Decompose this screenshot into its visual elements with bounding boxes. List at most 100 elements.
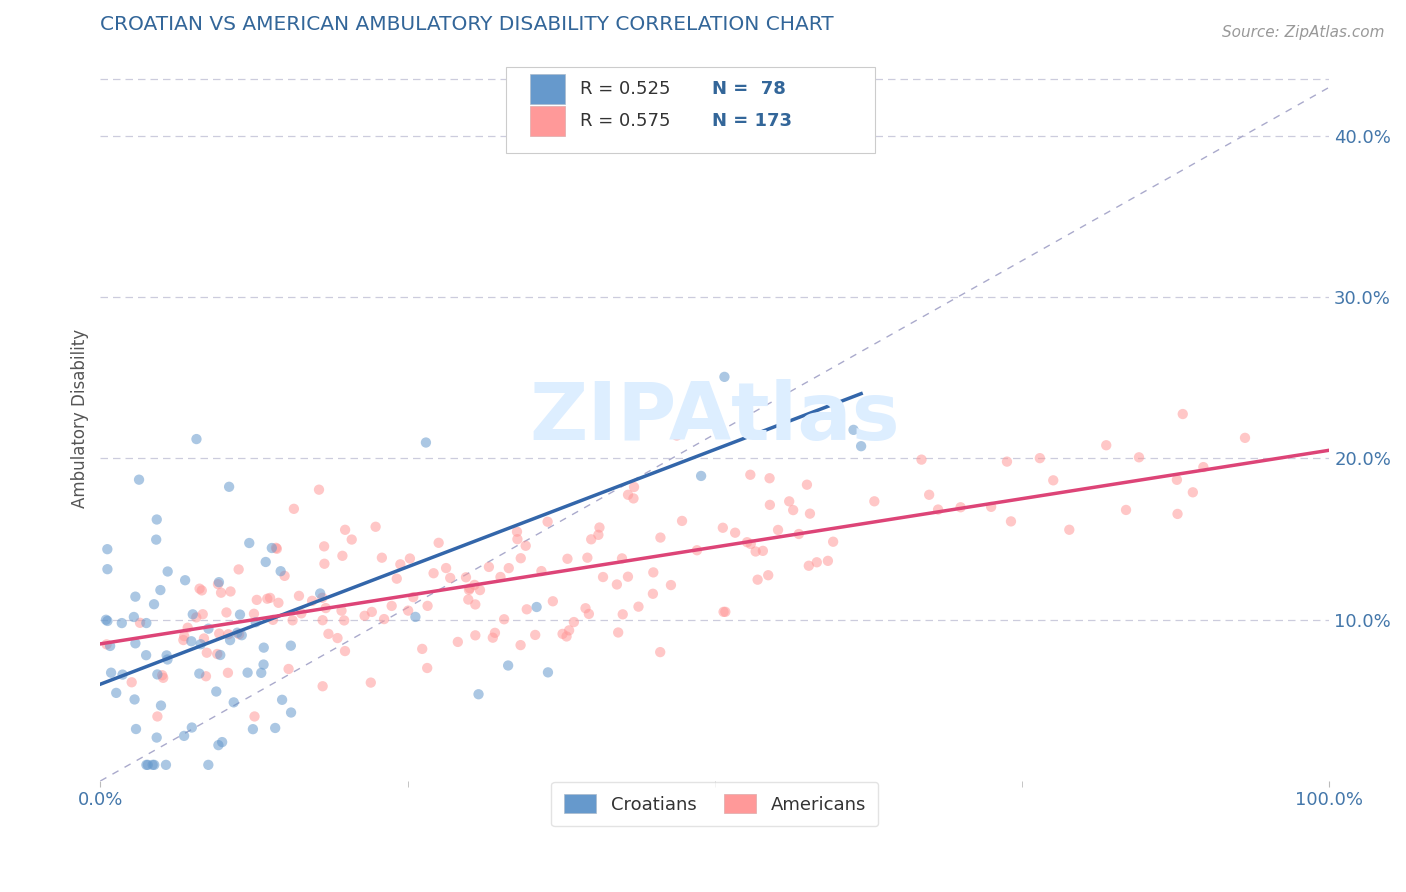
Point <box>195 646 218 660</box>
Point <box>96 614 118 628</box>
Point <box>404 610 426 624</box>
Point <box>823 534 845 549</box>
Point <box>360 675 382 690</box>
Point <box>209 585 232 599</box>
Point <box>555 630 578 644</box>
Point <box>643 566 665 580</box>
Point <box>863 494 886 508</box>
Point <box>283 501 305 516</box>
Point <box>588 520 610 534</box>
Point <box>714 605 737 619</box>
Point <box>1115 503 1137 517</box>
Point <box>96 562 118 576</box>
Point <box>787 527 810 541</box>
Point <box>243 607 266 621</box>
Point <box>156 565 179 579</box>
Point <box>145 731 167 745</box>
Point <box>145 512 167 526</box>
Point <box>396 604 419 618</box>
Point <box>253 640 276 655</box>
Point <box>665 428 688 442</box>
Point <box>817 554 839 568</box>
Point <box>494 612 516 626</box>
Point <box>326 631 349 645</box>
Point <box>439 571 461 585</box>
Point <box>211 735 233 749</box>
Point <box>186 432 208 446</box>
Point <box>842 423 865 437</box>
Point <box>226 625 249 640</box>
Point <box>243 709 266 723</box>
Point <box>498 561 520 575</box>
Point <box>280 639 302 653</box>
Point <box>98 639 121 653</box>
Point <box>766 523 789 537</box>
Point <box>385 572 408 586</box>
Point <box>1029 451 1052 466</box>
Point <box>610 551 633 566</box>
Point <box>217 627 239 641</box>
Point <box>373 612 395 626</box>
Point <box>205 647 228 661</box>
Point <box>193 632 215 646</box>
Point <box>526 599 548 614</box>
Point <box>250 665 273 680</box>
Point <box>756 568 779 582</box>
Point <box>238 536 260 550</box>
Point <box>606 577 628 591</box>
Point <box>246 593 269 607</box>
Point <box>752 544 775 558</box>
Point <box>111 616 134 631</box>
Point <box>174 573 197 587</box>
Point <box>194 669 217 683</box>
Point <box>416 599 439 613</box>
FancyBboxPatch shape <box>530 106 565 136</box>
Point <box>222 695 245 709</box>
Point <box>121 675 143 690</box>
Point <box>467 687 489 701</box>
Point <box>311 679 333 693</box>
Point <box>256 591 278 606</box>
Point <box>122 610 145 624</box>
Point <box>228 627 250 641</box>
Point <box>156 652 179 666</box>
Point <box>623 480 645 494</box>
Point <box>264 721 287 735</box>
Point <box>537 665 560 680</box>
Point <box>191 607 214 622</box>
Point <box>515 539 537 553</box>
Point <box>468 583 491 598</box>
Point <box>516 602 538 616</box>
Point <box>562 615 585 629</box>
Point <box>181 607 204 622</box>
Point <box>457 592 479 607</box>
Point <box>506 524 529 539</box>
Point <box>281 613 304 627</box>
Point <box>402 590 425 604</box>
Point <box>1233 431 1256 445</box>
Text: CROATIAN VS AMERICAN AMBULATORY DISABILITY CORRELATION CHART: CROATIAN VS AMERICAN AMBULATORY DISABILI… <box>100 15 834 34</box>
Point <box>1000 515 1022 529</box>
Point <box>1192 460 1215 475</box>
Legend: Croatians, Americans: Croatians, Americans <box>551 781 879 826</box>
Point <box>152 671 174 685</box>
Point <box>849 439 872 453</box>
Point <box>155 757 177 772</box>
Point <box>758 471 780 485</box>
Point <box>205 684 228 698</box>
Point <box>509 551 531 566</box>
Point <box>1166 473 1188 487</box>
Point <box>262 613 284 627</box>
Point <box>124 692 146 706</box>
Point <box>332 549 354 563</box>
Point <box>759 498 782 512</box>
Point <box>422 566 444 581</box>
Point <box>277 662 299 676</box>
Point <box>371 550 394 565</box>
Point <box>217 665 239 680</box>
Text: R = 0.525: R = 0.525 <box>579 80 671 98</box>
Point <box>627 599 650 614</box>
Point <box>724 525 747 540</box>
Point <box>100 665 122 680</box>
Point <box>260 541 283 555</box>
